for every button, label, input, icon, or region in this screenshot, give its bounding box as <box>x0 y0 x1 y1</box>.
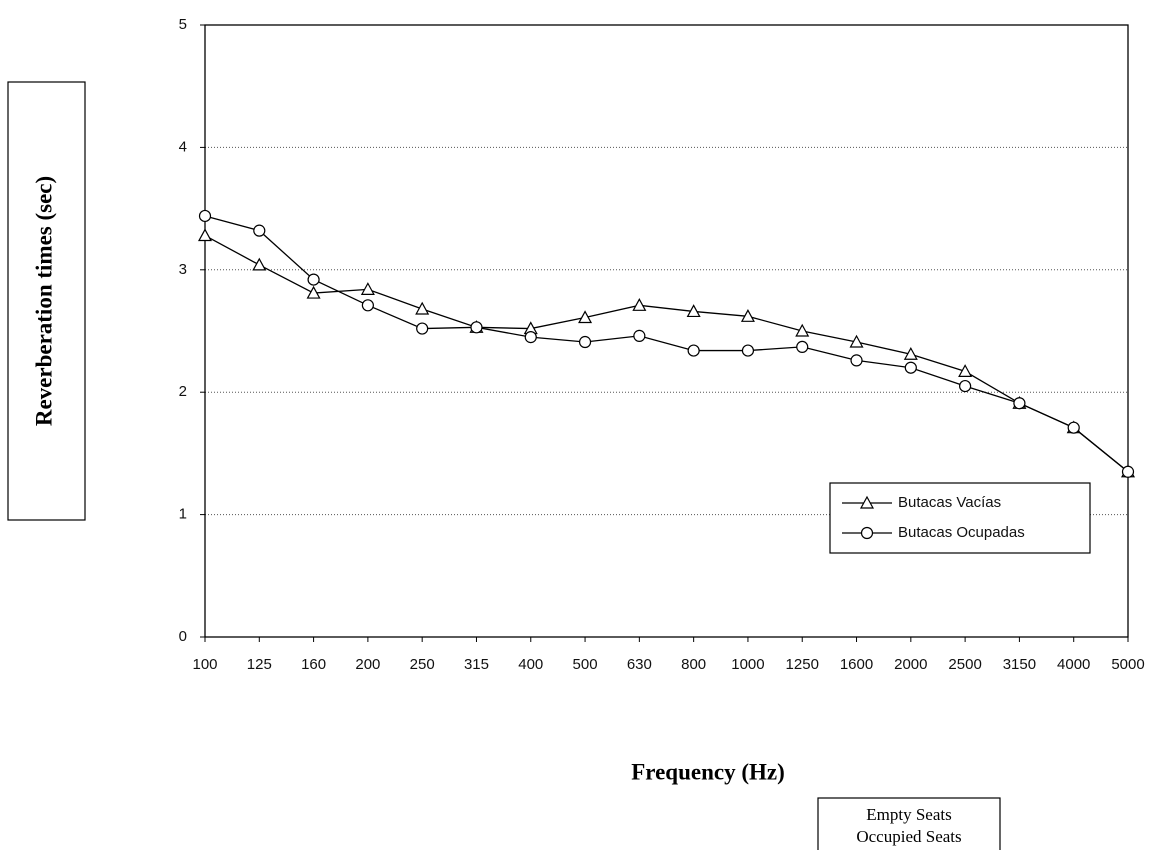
marker <box>578 310 593 324</box>
marker <box>686 304 701 318</box>
marker <box>252 257 267 271</box>
x-tick-label: 315 <box>464 656 489 673</box>
marker <box>795 323 810 337</box>
x-tick-label: 160 <box>301 656 326 673</box>
marker <box>632 298 647 311</box>
marker <box>687 344 700 357</box>
marker <box>850 354 863 367</box>
x-tick-label: 2500 <box>948 656 981 673</box>
marker <box>849 334 864 348</box>
x-tick-label: 4000 <box>1057 656 1090 673</box>
marker <box>859 495 875 509</box>
x-tick-label: 1250 <box>786 656 819 673</box>
x-tick-label: 500 <box>573 656 598 673</box>
y-tick-label: 3 <box>179 261 187 278</box>
y-axis-label: Reverberation times (sec) <box>31 176 56 426</box>
marker <box>361 299 374 312</box>
marker <box>904 361 917 374</box>
x-tick-label: 800 <box>681 656 706 673</box>
y-tick-label: 2 <box>179 383 187 400</box>
legend-box <box>829 482 1091 554</box>
x-tick-label: 3150 <box>1003 656 1036 673</box>
y-tick-label: 1 <box>179 506 187 523</box>
annotation: Empty Seats <box>866 805 951 824</box>
marker <box>360 282 375 295</box>
y-tick-label: 0 <box>179 628 187 645</box>
annotation: Occupied Seats <box>856 827 961 846</box>
x-tick-label: 630 <box>627 656 652 673</box>
marker <box>740 309 755 322</box>
marker <box>633 329 646 342</box>
marker <box>415 301 430 315</box>
y-tick-label: 5 <box>179 16 187 33</box>
line <box>204 234 1129 473</box>
marker <box>307 273 320 286</box>
x-tick-label: 200 <box>355 656 380 673</box>
x-tick-label: 1000 <box>731 656 764 673</box>
marker <box>306 285 321 299</box>
x-tick-label: 5000 <box>1111 656 1144 673</box>
marker <box>253 224 266 237</box>
marker <box>958 364 973 377</box>
y-tick-label: 4 <box>179 138 187 155</box>
marker <box>1121 465 1135 478</box>
marker <box>741 344 755 357</box>
plot-frame <box>204 24 1129 638</box>
marker <box>1013 397 1026 410</box>
x-tick-label: 250 <box>410 656 435 673</box>
x-tick-label: 2000 <box>894 656 927 673</box>
legend-label: Butacas Vacías <box>898 494 1001 511</box>
marker <box>903 347 918 360</box>
marker <box>959 379 972 393</box>
y-label-box <box>7 81 86 521</box>
marker <box>524 331 537 344</box>
marker <box>198 209 212 223</box>
marker <box>470 321 483 334</box>
x-tick-label: 125 <box>247 656 272 673</box>
x-tick-label: 1600 <box>840 656 873 673</box>
marker <box>416 322 429 335</box>
marker <box>1067 421 1080 434</box>
x-tick-label: 100 <box>192 656 217 673</box>
line <box>204 215 1129 473</box>
marker <box>860 526 874 540</box>
x-tick-label: 400 <box>518 656 543 673</box>
marker <box>796 340 809 354</box>
x-axis-label: Frequency (Hz) <box>631 759 785 784</box>
translation-box <box>817 797 1001 850</box>
marker <box>578 335 592 349</box>
legend-label: Butacas Ocupadas <box>898 524 1025 541</box>
marker <box>197 228 213 242</box>
